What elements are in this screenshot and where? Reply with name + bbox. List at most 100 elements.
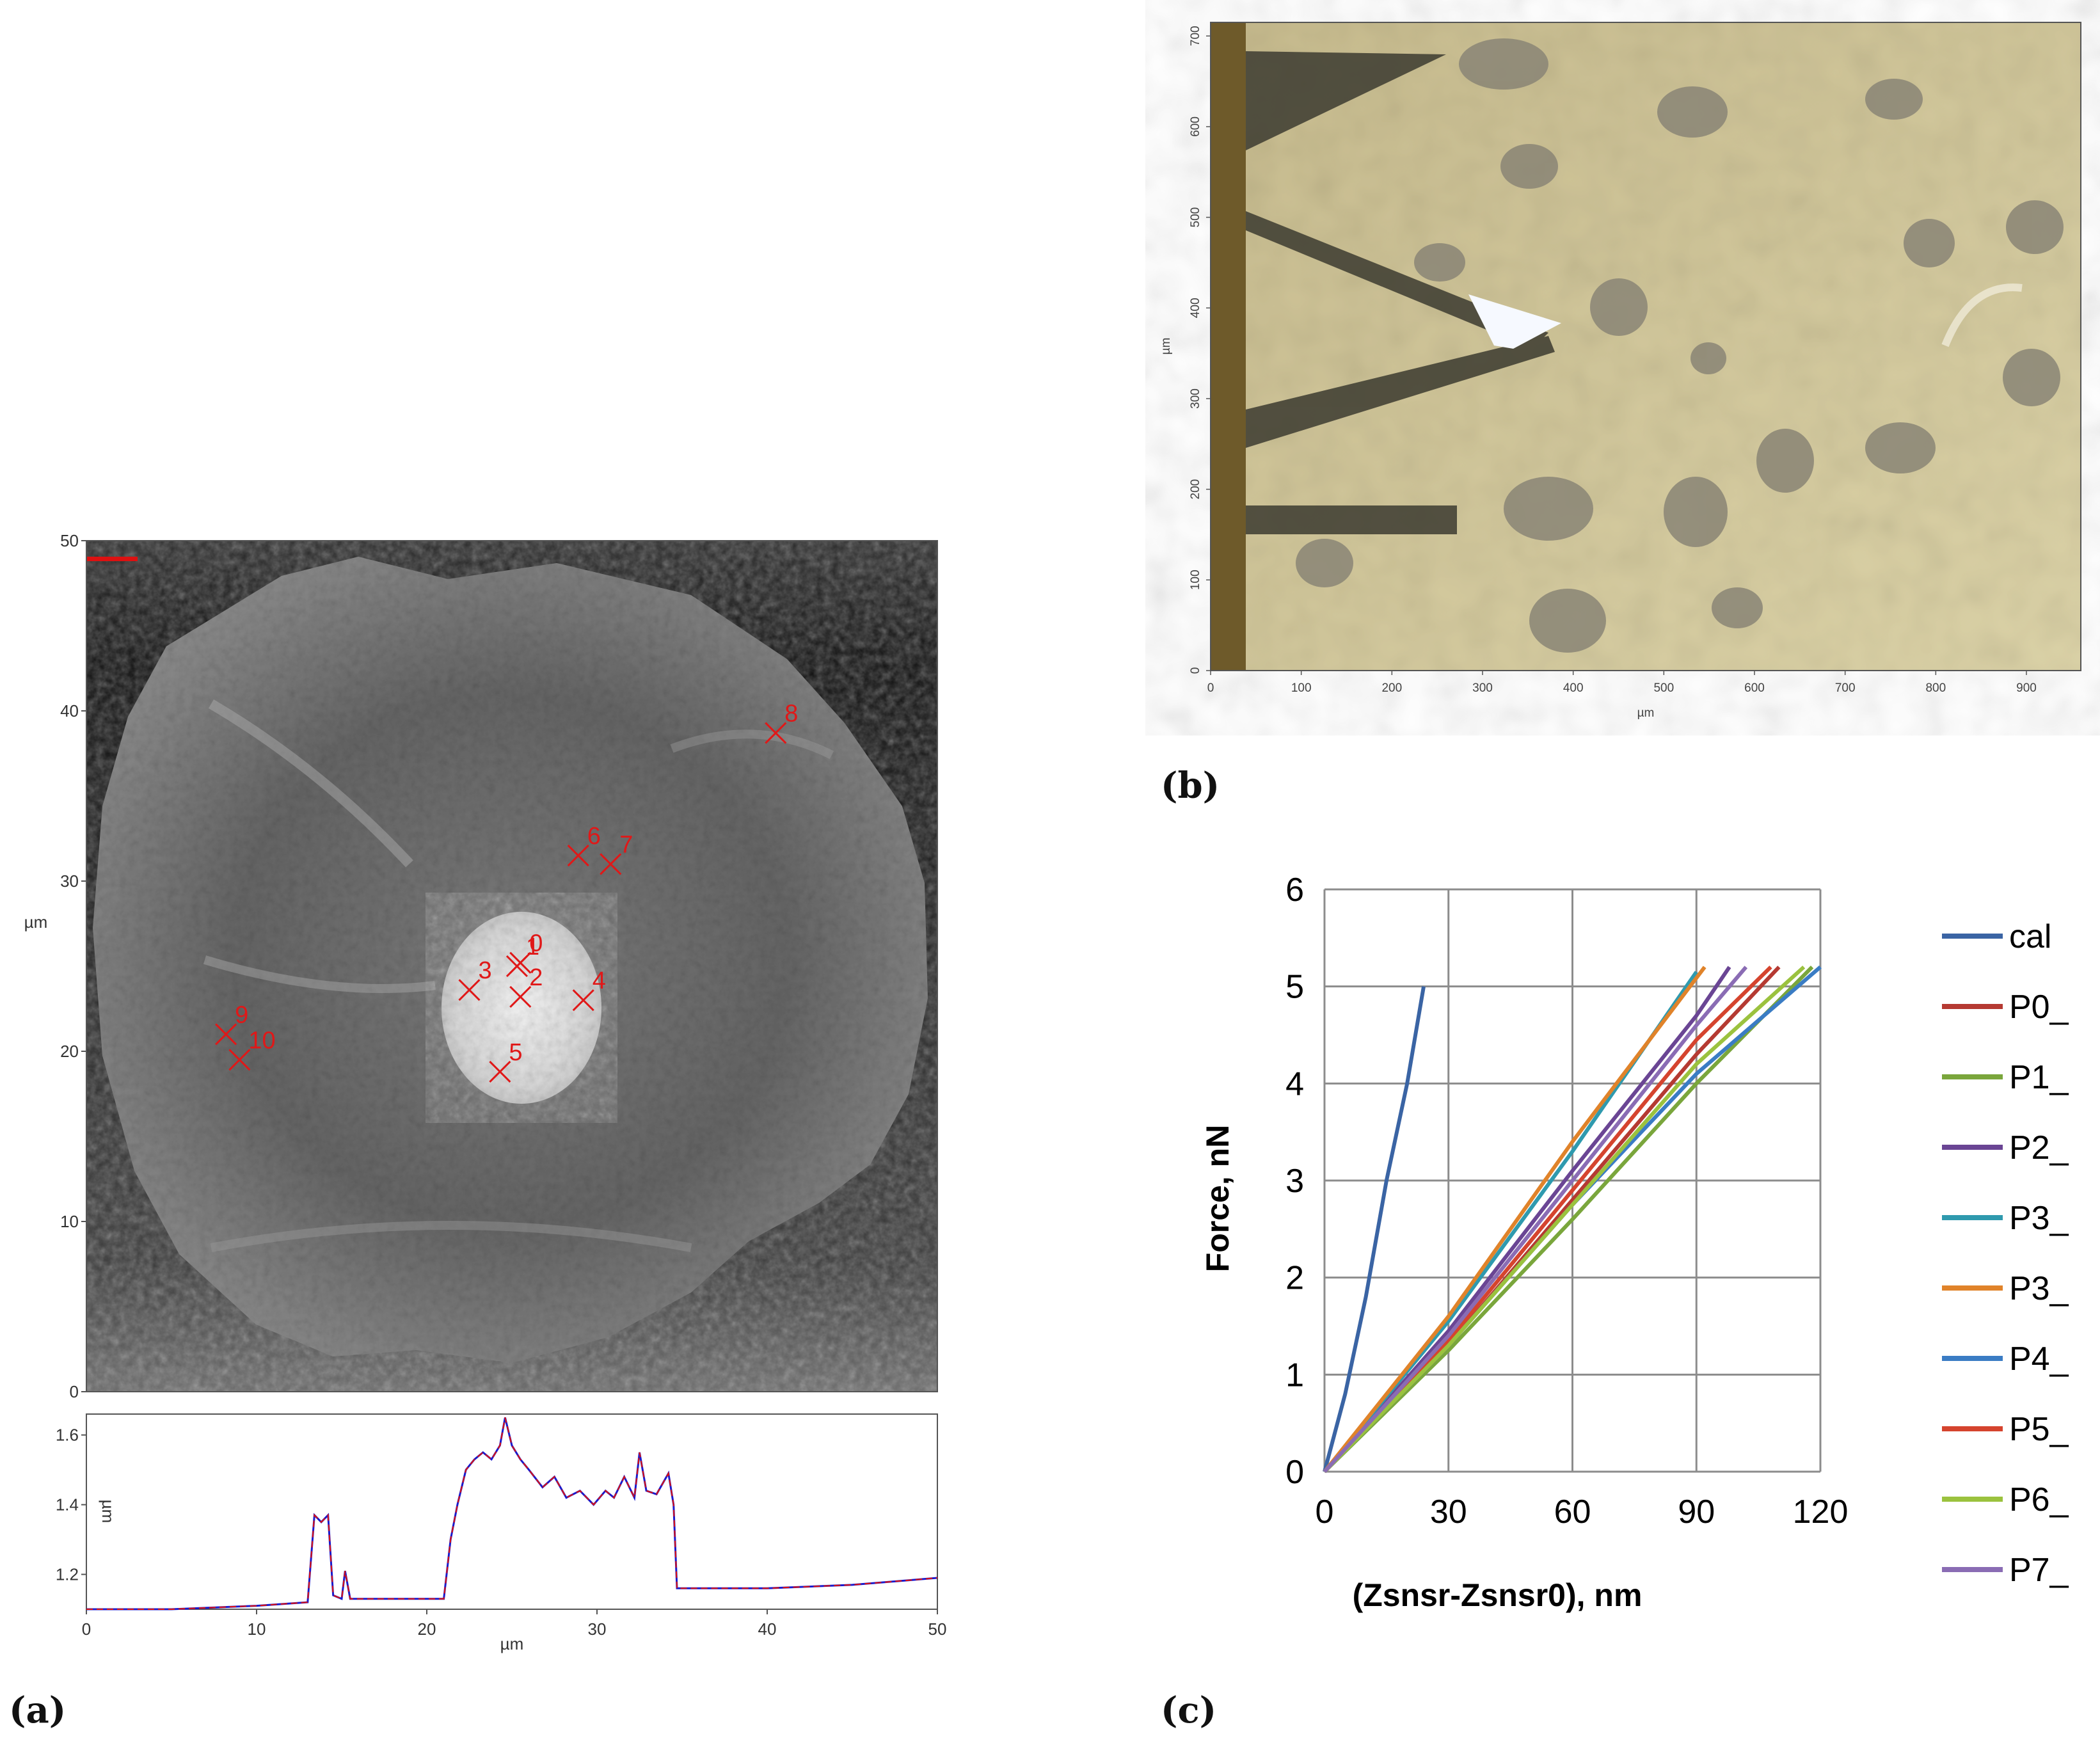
mic-x-tick-label: 100 <box>1291 681 1312 695</box>
y-tick-label: 0 <box>1285 1454 1304 1491</box>
legend-label: P0_ <box>2009 989 2069 1026</box>
marker-cross <box>765 722 787 744</box>
force-y-label: Force, nN <box>1200 1125 1236 1273</box>
marker-label: 6 <box>587 823 601 850</box>
mic-x-tick-label: 800 <box>1925 681 1946 695</box>
mic-x-tick-label: 500 <box>1653 681 1674 695</box>
marker-label: 7 <box>619 831 633 858</box>
marker-label: 2 <box>529 964 543 991</box>
marker-cross <box>489 1060 511 1083</box>
marker-cross <box>215 1023 237 1046</box>
series-line <box>1323 986 1426 1472</box>
mic-x-tick-label: 700 <box>1835 681 1856 695</box>
marker-cross <box>600 853 622 875</box>
legend-label: P5_ <box>2009 1411 2069 1448</box>
micrograph-panel: 0 100 200 300 400 500 600 700 800 900 0 100 200 300 40… <box>1159 22 2081 720</box>
micrograph-x-unit: µm <box>1637 706 1655 720</box>
afm-image: 01 2 3 4 5 6 7 8 910 <box>86 541 937 1392</box>
mic-y-tick-label: 500 <box>1189 207 1202 228</box>
legend-label: P1_ <box>2009 1059 2069 1096</box>
series-line <box>1323 966 1748 1474</box>
y-tick-label: 4 <box>1285 1065 1304 1102</box>
mic-x-tick-label: 0 <box>1207 681 1214 695</box>
profile-x-tick-label: 20 <box>418 1619 436 1639</box>
mic-x-tick-label: 200 <box>1381 681 1402 695</box>
cantilever-tip <box>1468 294 1561 349</box>
marker-label: 1 <box>526 934 539 960</box>
legend-label: P3_ <box>2009 1200 2069 1237</box>
profile-y-tick-label: 1.6 <box>56 1426 79 1445</box>
mic-y-tick-label: 200 <box>1189 479 1202 500</box>
x-tick-label: 120 <box>1793 1493 1849 1531</box>
profile-x-tick-label: 50 <box>928 1619 947 1639</box>
chip-edge <box>1211 22 1246 671</box>
force-ticks: 0 30 60 90 120 0 1 2 3 4 5 6 <box>1285 871 1848 1531</box>
series-line <box>1323 966 1772 1474</box>
legend-label: P3_ <box>2009 1270 2069 1307</box>
profile-x-tick-label: 40 <box>758 1619 777 1639</box>
y-tick-label: 1 <box>1285 1356 1304 1394</box>
x-tick-label: 0 <box>1316 1493 1334 1531</box>
marker-cross <box>458 979 481 1001</box>
mic-y-tick-label: 600 <box>1189 116 1202 137</box>
legend-label: P2_ <box>2009 1129 2069 1166</box>
marker-label: 8 <box>784 701 798 728</box>
mic-y-tick-label: 100 <box>1189 569 1202 590</box>
afm-y-tick-label: 20 <box>60 1042 79 1061</box>
marker-label: 4 <box>593 967 606 994</box>
marker-label: 9 <box>235 1001 248 1028</box>
profile-y-tick-label: 1.2 <box>56 1565 79 1584</box>
mic-x-tick-label: 900 <box>2016 681 2037 695</box>
profile-y-unit: µm <box>99 1500 118 1523</box>
afm-y-tick-label: 40 <box>60 701 79 720</box>
nucleus <box>441 912 601 1104</box>
afm-y-axis: 0 10 20 30 40 50 <box>60 531 86 1401</box>
legend-label: P6_ <box>2009 1481 2069 1518</box>
legend-label: P7_ <box>2009 1552 2069 1589</box>
legend-label: cal <box>2009 918 2051 955</box>
marker-cross <box>509 985 532 1008</box>
y-tick-label: 2 <box>1285 1260 1304 1297</box>
legend-label: P4_ <box>2009 1340 2069 1378</box>
mic-y-tick-label: 700 <box>1189 26 1202 46</box>
afm-y-tick-label: 0 <box>70 1382 79 1401</box>
marker-cross <box>228 1049 251 1071</box>
profile-x-unit: µm <box>500 1634 524 1653</box>
micrograph-y-unit: µm <box>1159 338 1173 355</box>
marker-cross <box>572 989 594 1012</box>
mic-y-tick-label: 400 <box>1189 298 1202 318</box>
afm-y-tick-label: 30 <box>60 871 79 891</box>
marker-label: 10 <box>248 1027 275 1054</box>
panel-label-a: (a) <box>9 1689 67 1731</box>
series-line <box>1323 966 1731 1473</box>
micrograph-image <box>1211 22 2081 671</box>
profile-line-b <box>86 1417 938 1610</box>
mic-y-tick-label: 300 <box>1189 388 1202 409</box>
mic-y-tick-label: 0 <box>1189 667 1202 674</box>
afm-markers: 01 2 3 4 5 6 7 8 910 <box>215 701 798 1083</box>
marker-label: 0 <box>529 930 543 957</box>
marker-cross <box>505 955 529 978</box>
force-legend: cal P0_ P1_ P2_ P3_ P3_ P4_ P5_ P6_ P7_ <box>1942 918 2069 1589</box>
series-line <box>1323 966 1814 1474</box>
force-chart: 0 30 60 90 120 0 1 2 3 4 5 6 Force, nN (Zsnsr-Zsnsr… <box>1200 871 2069 1613</box>
marker-cross <box>567 845 589 867</box>
afm-y-unit: µm <box>24 912 48 932</box>
force-lines <box>1323 966 1822 1474</box>
y-tick-label: 3 <box>1285 1163 1304 1200</box>
profile-y-tick-label: 1.4 <box>56 1495 79 1515</box>
panel-label-c: (c) <box>1161 1689 1217 1731</box>
mic-x-tick-label: 300 <box>1472 681 1493 695</box>
mic-x-tick-label: 600 <box>1744 681 1765 695</box>
scale-bar <box>86 557 138 561</box>
x-tick-label: 90 <box>1678 1493 1715 1531</box>
afm-y-tick-label: 50 <box>60 531 79 550</box>
profile-x-tick-label: 0 <box>82 1619 91 1639</box>
x-tick-label: 30 <box>1430 1493 1467 1531</box>
force-x-label: (Zsnsr-Zsnsr0), nm <box>1353 1577 1643 1613</box>
series-line <box>1323 966 1706 1473</box>
x-tick-label: 60 <box>1554 1493 1591 1531</box>
marker-label: 5 <box>509 1039 522 1066</box>
marker-label: 3 <box>479 957 492 984</box>
